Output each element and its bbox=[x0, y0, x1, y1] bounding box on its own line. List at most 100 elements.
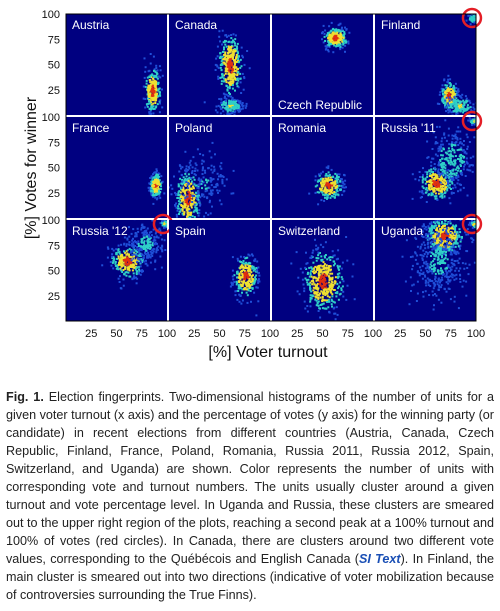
density-cell bbox=[445, 96, 448, 99]
density-cell bbox=[459, 154, 462, 157]
density-cell bbox=[322, 280, 325, 283]
density-cell bbox=[250, 276, 253, 279]
density-cell bbox=[467, 107, 470, 110]
density-cell bbox=[256, 286, 259, 289]
density-cell bbox=[454, 137, 457, 140]
density-cell bbox=[319, 271, 322, 274]
density-cell bbox=[434, 142, 437, 145]
density-cell bbox=[334, 191, 337, 194]
density-cell bbox=[225, 59, 228, 62]
density-cell bbox=[453, 237, 455, 239]
density-cell bbox=[306, 281, 309, 284]
density-cell bbox=[457, 190, 459, 193]
density-cell bbox=[247, 262, 250, 265]
density-cell bbox=[314, 287, 317, 290]
density-cell bbox=[452, 176, 455, 179]
density-cell bbox=[456, 238, 458, 241]
density-cell bbox=[241, 285, 243, 288]
density-cell bbox=[430, 194, 433, 197]
density-cell bbox=[437, 221, 440, 224]
density-cell bbox=[209, 180, 212, 183]
density-cell bbox=[445, 181, 448, 184]
density-cell bbox=[180, 196, 183, 198]
density-cell bbox=[239, 265, 242, 268]
density-cell bbox=[313, 271, 316, 274]
density-cell bbox=[152, 202, 155, 205]
density-cell bbox=[187, 181, 190, 184]
density-cell bbox=[304, 307, 307, 310]
density-cell bbox=[337, 267, 340, 270]
density-cell bbox=[414, 251, 417, 254]
density-cell bbox=[424, 267, 427, 270]
density-cell bbox=[216, 45, 219, 48]
density-cell bbox=[454, 135, 457, 138]
density-cell bbox=[121, 258, 124, 261]
density-cell bbox=[478, 165, 480, 167]
density-cell bbox=[229, 63, 232, 66]
density-cell bbox=[227, 54, 230, 57]
density-cell bbox=[196, 212, 199, 215]
density-cell bbox=[229, 77, 232, 80]
density-cell bbox=[232, 39, 234, 42]
density-cell bbox=[451, 265, 454, 268]
density-cell bbox=[229, 93, 231, 96]
density-cell bbox=[181, 179, 184, 181]
density-cell bbox=[458, 228, 461, 231]
density-cloud bbox=[203, 29, 251, 115]
density-cell bbox=[448, 276, 451, 278]
density-cell bbox=[453, 93, 456, 96]
panel-label: Russia '12 bbox=[72, 224, 128, 238]
density-cell bbox=[242, 278, 245, 281]
density-cell bbox=[432, 178, 435, 181]
density-cell bbox=[437, 256, 440, 259]
density-cell bbox=[208, 150, 211, 153]
density-cell bbox=[225, 102, 228, 105]
density-cell bbox=[430, 224, 433, 227]
red-circle-highlight bbox=[461, 110, 483, 132]
density-cell bbox=[157, 187, 160, 190]
density-cell bbox=[432, 260, 435, 263]
density-cell bbox=[201, 173, 204, 175]
density-cell bbox=[166, 224, 167, 226]
density-cell bbox=[184, 198, 187, 201]
density-cell bbox=[323, 290, 326, 293]
density-cell bbox=[426, 140, 429, 143]
density-cell bbox=[434, 168, 437, 171]
density-cell bbox=[464, 175, 467, 177]
density-cell bbox=[411, 197, 414, 200]
density-cell bbox=[435, 174, 438, 177]
density-cell bbox=[182, 205, 185, 208]
density-cell bbox=[230, 37, 233, 40]
density-cell bbox=[192, 176, 195, 179]
density-cell bbox=[229, 81, 232, 84]
density-cell bbox=[333, 32, 336, 35]
density-cell bbox=[450, 273, 453, 276]
density-cell bbox=[239, 81, 242, 84]
panel-poland: Poland bbox=[169, 117, 270, 218]
density-cell bbox=[446, 171, 449, 174]
density-cell bbox=[233, 72, 236, 75]
density-cell bbox=[142, 241, 145, 244]
density-cell bbox=[421, 225, 424, 228]
density-cell bbox=[474, 117, 476, 120]
density-cell bbox=[471, 17, 474, 20]
density-cell bbox=[150, 230, 153, 233]
density-cell bbox=[436, 244, 439, 247]
density-cell bbox=[444, 158, 447, 161]
density-cell bbox=[316, 294, 319, 297]
density-cell bbox=[111, 247, 114, 250]
density-cell bbox=[450, 259, 453, 261]
density-cell bbox=[220, 203, 223, 206]
si-text-link[interactable]: SI Text bbox=[358, 552, 401, 566]
density-cell bbox=[131, 277, 134, 280]
density-cell bbox=[334, 276, 337, 279]
density-cell bbox=[136, 246, 139, 248]
density-cell bbox=[200, 162, 203, 165]
density-cell bbox=[327, 171, 330, 174]
density-cell bbox=[220, 103, 223, 106]
density-cell bbox=[334, 262, 336, 265]
density-cell bbox=[456, 169, 459, 172]
panel-finland: Finland bbox=[375, 7, 483, 115]
density-cell bbox=[432, 247, 435, 250]
density-cell bbox=[191, 191, 194, 194]
